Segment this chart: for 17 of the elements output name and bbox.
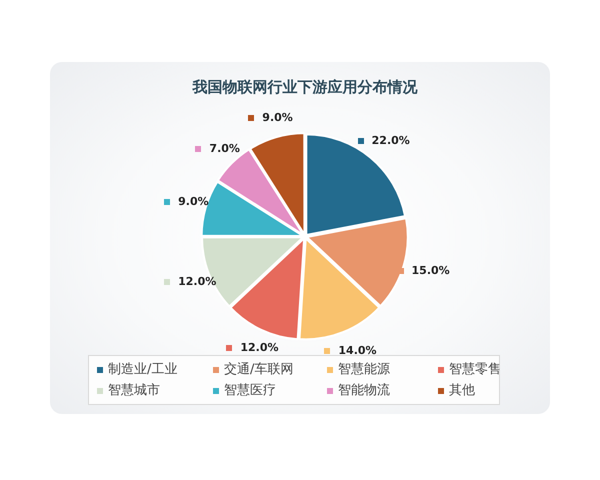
data-label: 12.0%: [178, 274, 216, 288]
legend-label: 其他: [449, 382, 475, 400]
data-label: 12.0%: [240, 341, 279, 354]
legend-label: 交通/车联网: [224, 361, 294, 379]
legend-label: 智慧零售: [449, 361, 501, 379]
legend-label: 智慧医疗: [224, 382, 276, 400]
data-label: 22.0%: [372, 134, 410, 148]
data-label: 14.0%: [338, 344, 377, 358]
chart-title: 我国物联网行业下游应用分布情况: [192, 78, 418, 96]
data-label: 9.0%: [178, 194, 209, 208]
data-label: 9.0%: [262, 110, 293, 124]
legend-label: 智慧能源: [338, 361, 390, 379]
legend-label: 智慧城市: [108, 382, 160, 400]
legend-label: 智能物流: [338, 382, 390, 400]
legend-label: 制造业/工业: [108, 361, 178, 379]
data-label: 15.0%: [412, 264, 450, 277]
data-label: 7.0%: [209, 142, 240, 156]
